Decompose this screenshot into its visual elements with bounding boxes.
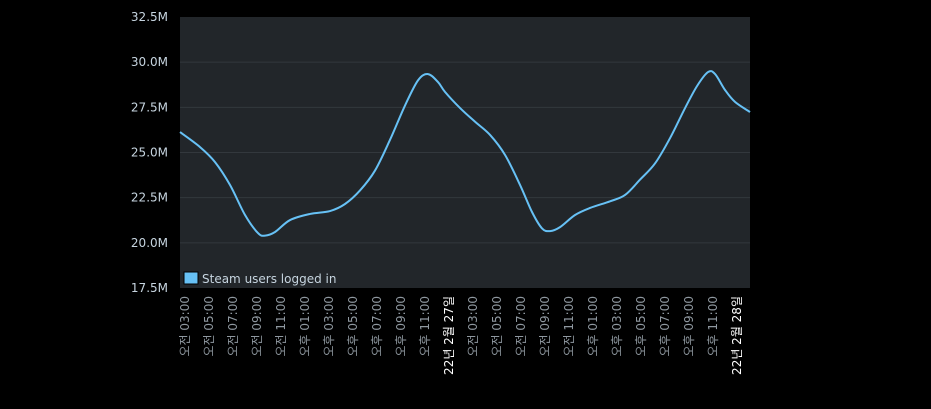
y-tick-label: 27.5M xyxy=(131,100,168,114)
x-tick-label: 오후 11:00 xyxy=(706,296,720,356)
x-tick-label: 오전 05:00 xyxy=(202,296,216,356)
x-tick-label: 오후 07:00 xyxy=(658,296,672,356)
y-tick-label: 22.5M xyxy=(131,191,168,205)
x-tick-label: 오전 09:00 xyxy=(538,296,552,356)
y-tick-label: 17.5M xyxy=(131,281,168,295)
legend-label: Steam users logged in xyxy=(202,272,336,286)
x-tick-label: 오후 09:00 xyxy=(394,296,408,356)
y-tick-label: 20.0M xyxy=(131,236,168,250)
x-tick-label: 오후 05:00 xyxy=(346,296,360,356)
y-tick-label: 32.5M xyxy=(131,10,168,24)
x-tick-label: 오후 09:00 xyxy=(682,296,696,356)
y-tick-label: 25.0M xyxy=(131,146,168,160)
x-tick-label: 오전 11:00 xyxy=(562,296,576,356)
series-line-steam-users xyxy=(179,70,751,237)
x-tick-label: 오전 03:00 xyxy=(178,296,192,356)
x-tick-label: 오후 01:00 xyxy=(586,296,600,356)
legend: Steam users logged in xyxy=(183,271,336,286)
x-tick-label: 오전 11:00 xyxy=(274,296,288,356)
x-tick-date-label: 22년 2월 28일 xyxy=(730,296,744,375)
x-tick-label: 오전 03:00 xyxy=(466,296,480,356)
x-tick-label: 오후 05:00 xyxy=(634,296,648,356)
x-tick-date-label: 22년 2월 27일 xyxy=(442,296,456,375)
x-tick-label: 오후 03:00 xyxy=(322,296,336,356)
x-tick-label: 오전 09:00 xyxy=(250,296,264,356)
y-tick-label: 30.0M xyxy=(131,55,168,69)
x-tick-label: 오후 07:00 xyxy=(370,296,384,356)
legend-swatch xyxy=(183,271,199,285)
x-tick-label: 오전 05:00 xyxy=(490,296,504,356)
x-tick-label: 오전 07:00 xyxy=(226,296,240,356)
x-tick-label: 오후 03:00 xyxy=(610,296,624,356)
x-tick-label: 오후 11:00 xyxy=(418,296,432,356)
x-tick-label: 오전 07:00 xyxy=(514,296,528,356)
x-tick-label: 오후 01:00 xyxy=(298,296,312,356)
